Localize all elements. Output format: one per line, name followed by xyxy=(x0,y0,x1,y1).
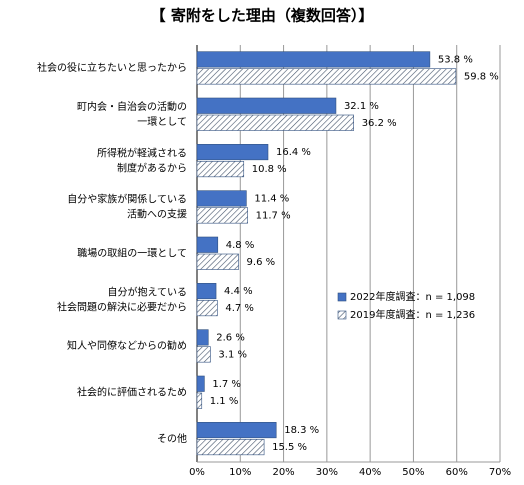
bar xyxy=(196,190,247,207)
value-label: 16.4 % xyxy=(276,147,311,158)
y-tick-label: 社会的に評価されるため xyxy=(77,386,187,399)
value-label: 4.4 % xyxy=(224,286,253,297)
bar xyxy=(196,300,218,317)
bar xyxy=(196,144,269,161)
x-tick-label: 30% xyxy=(316,467,338,478)
value-label: 3.1 % xyxy=(218,349,247,360)
y-tick-line: 制度があるから xyxy=(117,161,187,174)
y-tick-label: 職場の取組の一環として xyxy=(77,247,187,260)
y-tick-label: 町内会・自治会の活動の一環として xyxy=(77,100,187,128)
bar xyxy=(196,392,203,409)
x-tick-label: 70% xyxy=(489,467,511,478)
value-label: 59.8 % xyxy=(464,71,499,82)
y-tick-line: 所得税が軽減される xyxy=(97,146,187,159)
bar xyxy=(196,51,431,68)
value-label: 4.8 % xyxy=(226,240,255,251)
bar xyxy=(196,161,245,178)
y-tick-line: 社会的に評価されるため xyxy=(77,386,187,399)
bar xyxy=(196,97,337,114)
value-label: 15.5 % xyxy=(272,442,307,453)
value-label: 11.7 % xyxy=(256,210,291,221)
y-tick-label: 自分が抱えている社会問題の解決に必要だから xyxy=(57,285,187,313)
value-label: 32.1 % xyxy=(344,101,379,112)
value-label: 1.1 % xyxy=(210,396,239,407)
bar xyxy=(196,346,211,363)
y-tick-label: 自分や家族が関係している活動への支援 xyxy=(67,193,187,221)
x-tick-label: 0% xyxy=(189,467,205,478)
bar xyxy=(196,329,209,346)
bar xyxy=(196,253,239,270)
x-tick-label: 20% xyxy=(272,467,294,478)
y-tick-line: 社会の役に立ちたいと思ったから xyxy=(37,61,187,74)
value-label: 18.3 % xyxy=(284,425,319,436)
legend-swatch xyxy=(337,292,347,302)
y-tick-line: その他 xyxy=(157,432,187,445)
value-label: 1.7 % xyxy=(212,379,241,390)
bar xyxy=(196,207,248,224)
x-tick-label: 50% xyxy=(402,467,424,478)
x-tick-label: 60% xyxy=(446,467,468,478)
x-tick-label: 40% xyxy=(359,467,381,478)
y-tick-line: 町内会・自治会の活動の xyxy=(77,100,187,113)
y-tick-label: その他 xyxy=(157,432,187,445)
bar xyxy=(196,283,217,300)
y-tick-line: 知人や同僚などからの勧め xyxy=(67,339,187,352)
chart-title: 【 寄附をした理由（複数回答）】 xyxy=(151,7,374,25)
value-label: 9.6 % xyxy=(247,257,276,268)
y-tick-line: 自分や家族が関係している xyxy=(67,193,187,206)
bar xyxy=(196,422,277,439)
y-tick-line: 社会問題の解決に必要だから xyxy=(57,300,187,313)
bar xyxy=(196,68,457,85)
bar xyxy=(196,439,265,456)
bar xyxy=(196,236,219,253)
y-tick-label: 知人や同僚などからの勧め xyxy=(67,339,187,352)
value-label: 36.2 % xyxy=(362,118,397,129)
bar xyxy=(196,114,354,131)
y-tick-line: 活動への支援 xyxy=(127,208,187,221)
y-tick-label: 所得税が軽減される制度があるから xyxy=(97,146,187,174)
legend-swatch xyxy=(337,310,347,320)
legend-label: 2019年度調査：n = 1,236 xyxy=(350,308,475,321)
y-tick-line: 職場の取組の一環として xyxy=(77,247,187,260)
value-label: 53.8 % xyxy=(438,54,473,65)
value-label: 11.4 % xyxy=(254,193,289,204)
y-tick-line: 一環として xyxy=(137,116,187,128)
value-label: 10.8 % xyxy=(252,164,287,175)
x-tick-label: 10% xyxy=(229,467,251,478)
value-label: 2.6 % xyxy=(216,332,245,343)
bar xyxy=(196,375,205,392)
legend-label: 2022年度調査：n = 1,098 xyxy=(350,290,475,303)
y-tick-label: 社会の役に立ちたいと思ったから xyxy=(37,61,187,74)
value-label: 4.7 % xyxy=(225,303,254,314)
y-tick-line: 自分が抱えている xyxy=(108,285,188,298)
